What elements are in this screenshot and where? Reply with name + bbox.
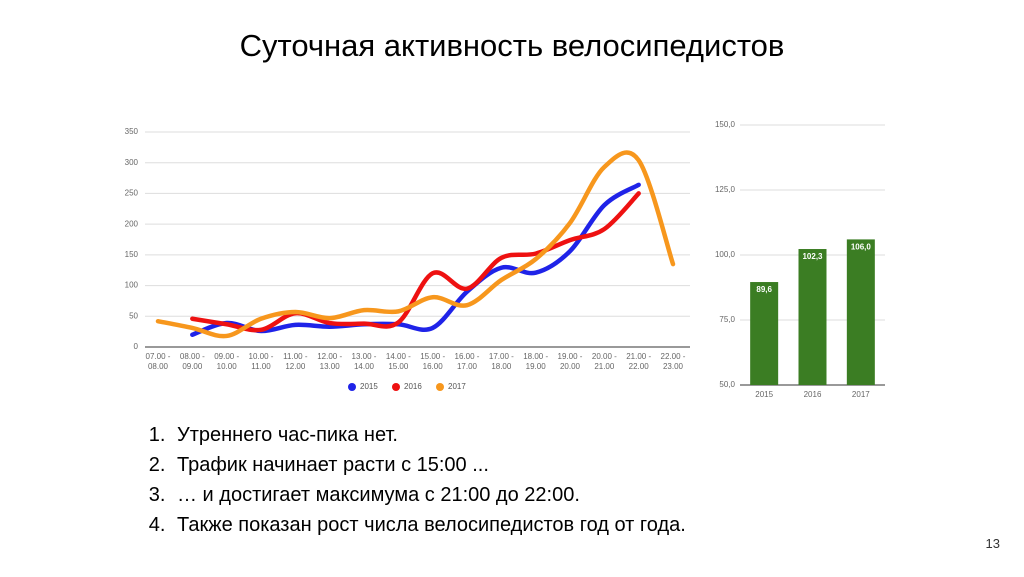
value-label: 102,3 <box>802 252 823 261</box>
x-tick-label: 07.00 - 08.00 <box>145 352 171 371</box>
bar <box>798 249 827 385</box>
y-tick-label: 150,0 <box>715 120 736 129</box>
x-tick-label: 2017 <box>852 390 870 399</box>
y-tick-label: 350 <box>125 127 139 136</box>
legend-label: 2015 <box>360 382 378 391</box>
y-tick-label: 0 <box>134 342 139 351</box>
x-tick-label: 11.00 - 12.00 <box>283 352 308 371</box>
x-tick-label: 14.00 - 15.00 <box>385 352 411 371</box>
x-tick-label: 15.00 - 16.00 <box>420 352 446 371</box>
value-label: 89,6 <box>756 285 772 294</box>
x-tick-label: 2015 <box>755 390 773 399</box>
note-item: Также показан рост числа велосипедистов … <box>171 510 686 540</box>
note-item: Утреннего час-пика нет. <box>171 420 686 450</box>
x-tick-label: 13.00 - 14.00 <box>351 352 377 371</box>
note-item: … и достигает максимума с 21:00 до 22:00… <box>171 480 686 510</box>
y-tick-label: 200 <box>125 219 139 228</box>
y-tick-label: 250 <box>125 189 139 198</box>
x-tick-label: 2016 <box>804 390 822 399</box>
y-tick-label: 75,0 <box>719 315 735 324</box>
x-tick-label: 09.00 - 10.00 <box>214 352 240 371</box>
x-tick-label: 10.00 - 11.00 <box>248 352 274 371</box>
legend-marker <box>392 383 400 391</box>
x-tick-label: 18.00 - 19.00 <box>523 352 549 371</box>
y-tick-label: 100 <box>125 281 139 290</box>
value-label: 106,0 <box>851 243 872 252</box>
y-tick-label: 300 <box>125 158 139 167</box>
legend-label: 2017 <box>448 382 466 391</box>
x-tick-label: 12.00 - 13.00 <box>317 352 343 371</box>
slide-title: Суточная активность велосипедистов <box>239 28 785 63</box>
y-tick-label: 125,0 <box>715 185 736 194</box>
x-tick-label: 17.00 - 18.00 <box>488 352 514 371</box>
legend-marker <box>436 383 444 391</box>
bar <box>750 282 779 385</box>
legend-label: 2016 <box>404 382 422 391</box>
y-tick-label: 50 <box>129 311 138 320</box>
y-tick-label: 150 <box>125 250 139 259</box>
x-tick-label: 19.00 - 20.00 <box>557 352 583 371</box>
series-line <box>190 182 641 337</box>
series-line <box>155 150 676 339</box>
x-tick-label: 21.00 - 22.00 <box>626 352 652 371</box>
x-tick-label: 16.00 - 17.00 <box>454 352 480 371</box>
notes-list: Утреннего час-пика нет.Трафик начинает р… <box>125 420 686 540</box>
x-tick-label: 08.00 - 09.00 <box>179 352 205 371</box>
bar <box>846 239 875 385</box>
legend-marker <box>348 383 356 391</box>
page-number: 13 <box>985 536 1000 551</box>
series-line <box>190 191 641 333</box>
y-tick-label: 50,0 <box>719 380 735 389</box>
y-tick-label: 100,0 <box>715 250 736 259</box>
note-item: Трафик начинает расти с 15:00 ... <box>171 450 686 480</box>
x-tick-label: 20.00 - 21.00 <box>591 352 617 371</box>
x-tick-label: 22.00 - 23.00 <box>660 352 686 371</box>
